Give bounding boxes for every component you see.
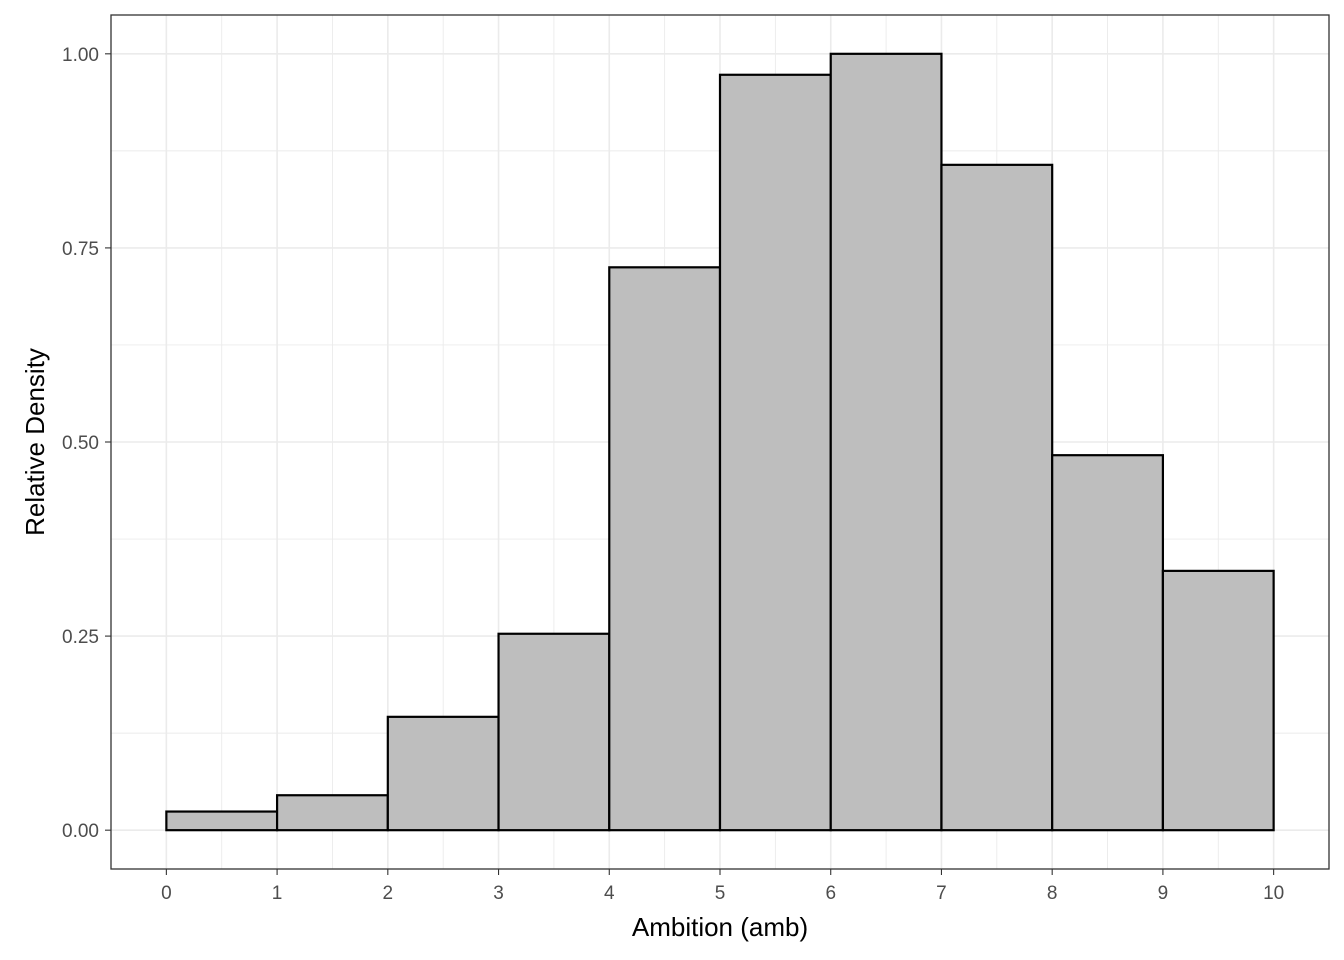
histogram-bar [1051,454,1165,832]
histogram-bar [275,794,389,832]
x-tick-label: 9 [1158,883,1169,904]
x-tick-label: 2 [383,883,394,904]
y-axis: 0.00 0.25 0.50 0.75 1.00 [62,45,111,842]
y-tick-label: 0.25 [62,627,99,648]
y-axis-title: Relative Density [20,348,50,536]
histogram-bar [497,632,611,832]
histogram-bar [165,810,279,832]
x-tick-label: 7 [936,883,947,904]
x-axis: 0 1 2 3 4 5 6 7 8 9 10 [161,869,1284,904]
histogram-bars [165,52,1275,832]
y-tick-label: 1.00 [62,45,99,66]
x-axis-title: Ambition (amb) [632,912,808,942]
x-tick-label: 6 [825,883,836,904]
x-tick-label: 5 [715,883,726,904]
x-tick-label: 8 [1047,883,1058,904]
histogram-bar [718,73,832,832]
histogram-bar [608,266,722,832]
y-tick-label: 0.00 [62,821,99,842]
histogram-bar [829,52,943,832]
histogram-bar [940,163,1054,832]
y-tick-label: 0.75 [62,239,99,260]
x-tick-label: 1 [272,883,283,904]
histogram-bar [386,715,500,832]
x-tick-label: 0 [161,883,172,904]
x-tick-label: 4 [604,883,615,904]
x-tick-label: 3 [493,883,504,904]
x-tick-label: 10 [1263,883,1284,904]
y-tick-label: 0.50 [62,433,99,454]
histogram-bar [1161,569,1275,832]
